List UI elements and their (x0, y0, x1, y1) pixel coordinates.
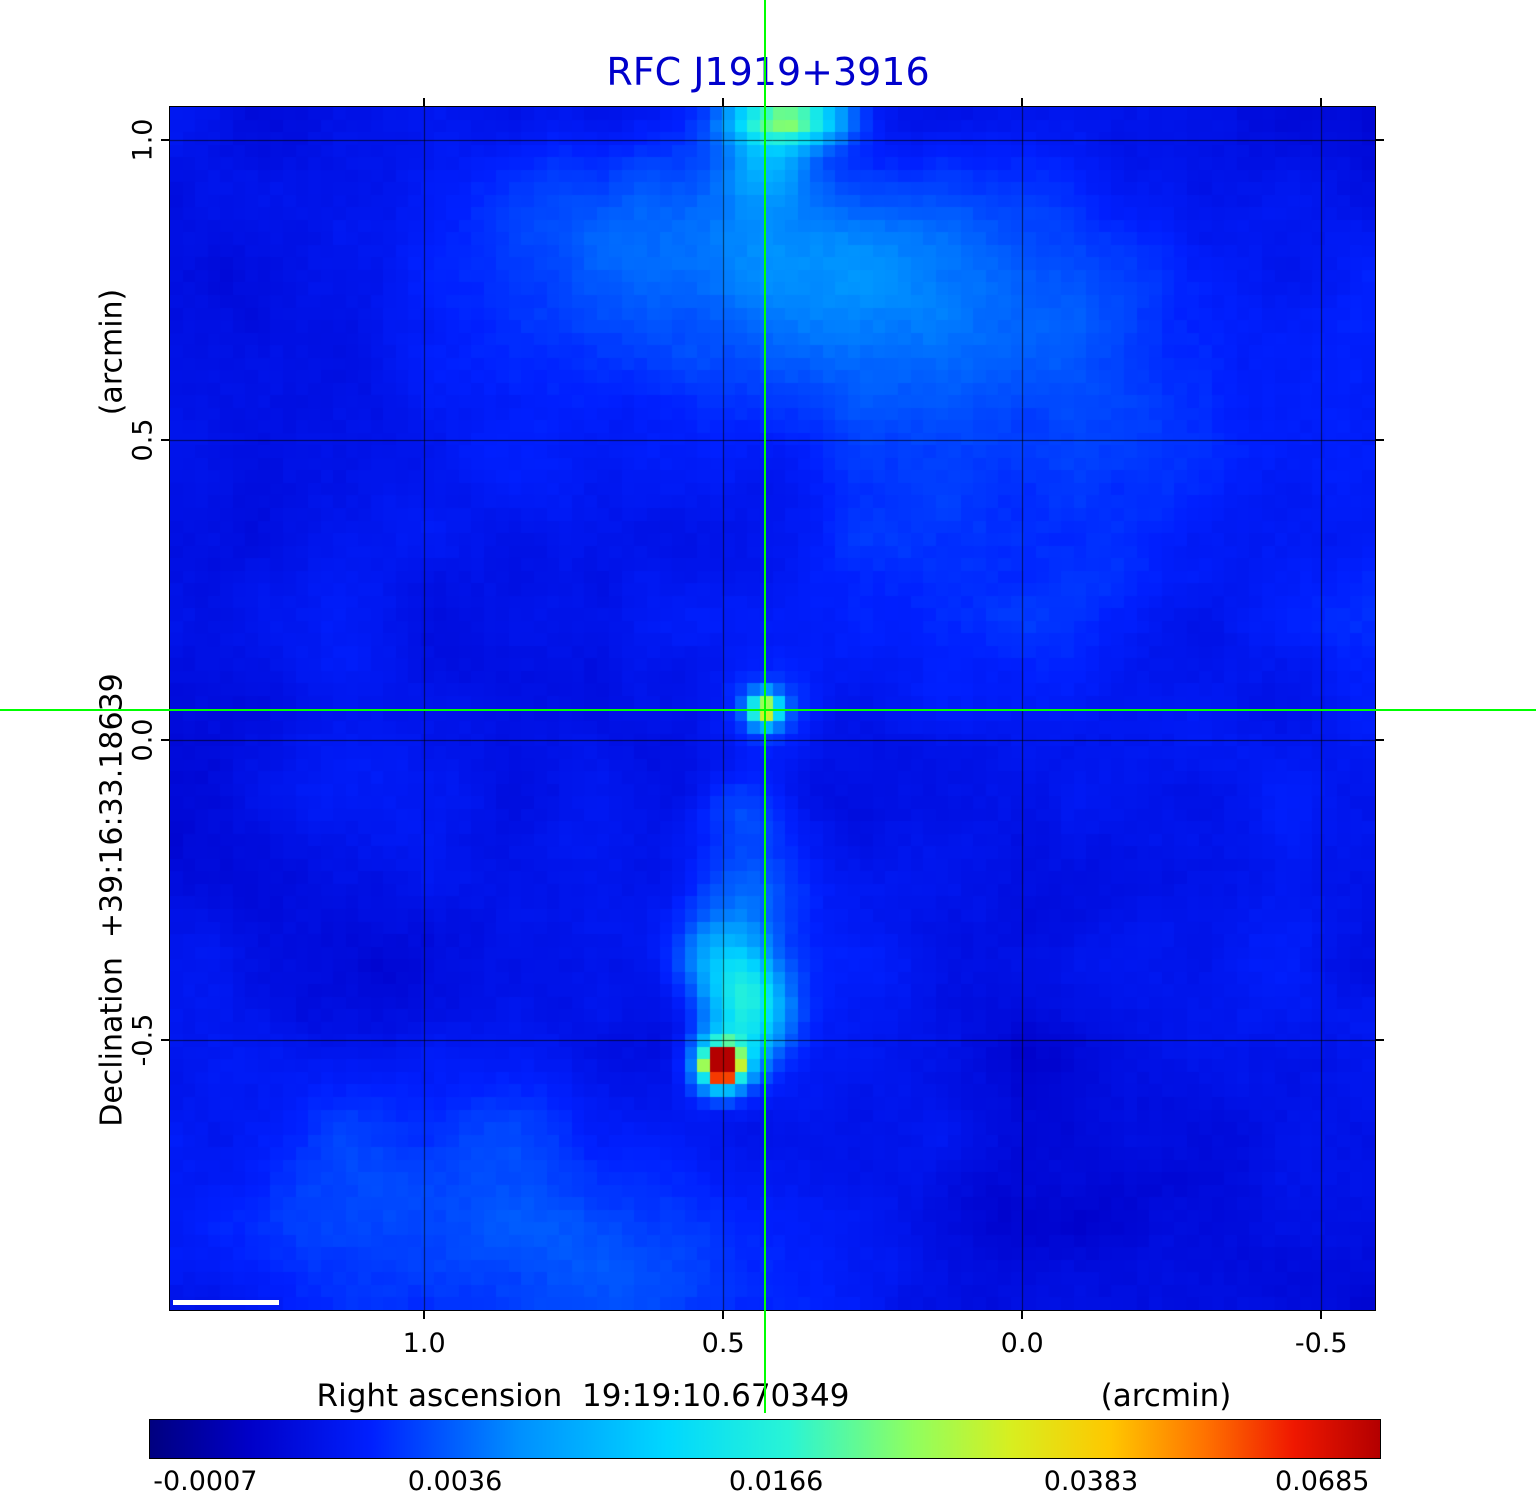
x-axis-tick-mark (1320, 98, 1323, 107)
heatmap-canvas (170, 107, 1375, 1310)
x-axis-tick-mark (423, 1310, 426, 1319)
colorbar-tick-label: 0.0685 (1274, 1466, 1370, 1497)
y-axis-tick-mark (161, 138, 170, 141)
colorbar (149, 1419, 1381, 1459)
x-axis-title: Right ascension 19:19:10.670349 (316, 1378, 850, 1414)
y-axis-tick-mark (1375, 138, 1384, 141)
y-axis-tick-mark (161, 738, 170, 741)
y-axis-tick-mark (161, 1038, 170, 1041)
y-axis-tick-mark (1375, 738, 1384, 741)
y-axis-title: Declination +39:16:33.18639 (94, 673, 130, 1127)
y-tick-label: -0.5 (127, 1013, 159, 1066)
crosshair-vertical-line (764, 0, 767, 1413)
y-axis-tick-mark (1375, 438, 1384, 441)
crosshair-horizontal-line (0, 708, 1536, 711)
x-axis-tick-mark (1320, 1310, 1323, 1319)
y-tick-label: 0.5 (127, 418, 159, 462)
colorbar-tick-label: 0.0036 (407, 1466, 503, 1497)
x-tick-label: 0.5 (701, 1328, 745, 1359)
colorbar-tick-label: -0.0007 (153, 1466, 258, 1497)
y-axis-tick-mark (161, 438, 170, 441)
x-tick-label: -0.5 (1294, 1328, 1348, 1359)
x-axis-tick-mark (722, 1310, 725, 1319)
x-tick-label: 1.0 (402, 1328, 446, 1359)
x-axis-tick-mark (722, 98, 725, 107)
x-axis-tick-mark (1021, 98, 1024, 107)
plot-area (169, 106, 1376, 1311)
x-tick-label: 0.0 (1000, 1328, 1044, 1359)
scale-bar (173, 1300, 279, 1305)
x-axis-unit-label: (arcmin) (1100, 1378, 1232, 1414)
y-axis-unit-label: (arcmin) (94, 288, 130, 416)
colorbar-tick-label: 0.0383 (1043, 1466, 1139, 1497)
y-axis-tick-mark (1375, 1038, 1384, 1041)
figure-title: RFC J1919+3916 (606, 50, 930, 94)
colorbar-tick-label: 0.0166 (728, 1466, 824, 1497)
x-axis-tick-mark (1021, 1310, 1024, 1319)
x-axis-tick-mark (423, 98, 426, 107)
y-tick-label: 0.0 (127, 718, 159, 762)
y-tick-label: 1.0 (127, 118, 159, 162)
